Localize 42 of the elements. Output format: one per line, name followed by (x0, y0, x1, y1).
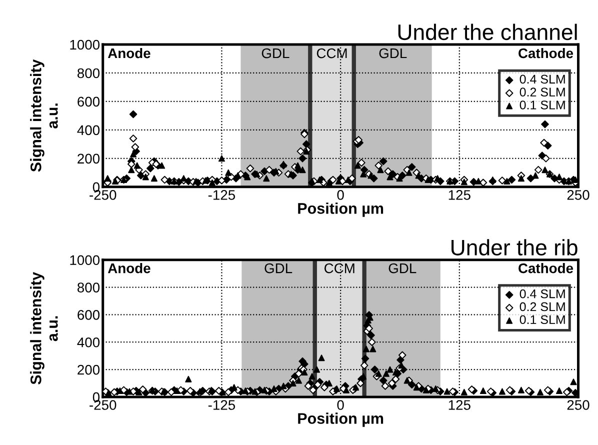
annotation: Cathode (518, 48, 574, 58)
band-label: CCM (324, 263, 354, 274)
legend-label: 0.4 SLM (520, 289, 565, 298)
x-axis-title: Position µm (298, 202, 384, 217)
band-label: GDL (262, 48, 290, 58)
x-tick-label: 125 (448, 190, 470, 200)
y-tick-label: 200 (78, 364, 100, 375)
x-tick-label: -250 (90, 400, 116, 410)
x-axis-title: Position µm (298, 412, 384, 427)
y-tick-label: 1000 (70, 40, 100, 50)
y-tick-label: 400 (77, 125, 100, 136)
band-label: GDL (379, 48, 407, 58)
x-tick-label: -125 (208, 190, 236, 200)
annotation: Cathode (518, 263, 574, 274)
y-tick-label: 600 (78, 310, 100, 320)
x-tick-label: 125 (448, 400, 470, 410)
annotation: Anode (108, 48, 150, 58)
x-tick-label: 250 (567, 190, 590, 200)
legend-label: 0.2 SLM (520, 88, 565, 97)
chart-title: Under the channel (398, 24, 577, 40)
band-label: CCM (316, 48, 347, 58)
band-label: GDL (264, 263, 292, 274)
legend-label: 0.1 SLM (520, 315, 565, 324)
annotation: Anode (108, 263, 150, 274)
y-tick-label: 200 (78, 154, 100, 164)
band-label: GDL (388, 263, 416, 274)
y-axis-title: Signal intensity a.u. (30, 272, 58, 384)
y-tick-label: 800 (78, 282, 100, 292)
legend-label: 0.1 SLM (520, 100, 565, 110)
x-tick-label: -125 (208, 400, 236, 410)
x-tick-label: 250 (567, 400, 590, 410)
x-tick-label: 0 (337, 190, 344, 200)
legend-label: 0.4 SLM (520, 74, 565, 84)
x-tick-label: -250 (90, 190, 116, 200)
y-tick-label: 800 (78, 68, 100, 78)
y-tick-label: 600 (78, 96, 100, 107)
y-tick-label: 1000 (70, 255, 100, 266)
legend-label: 0.2 SLM (520, 302, 565, 312)
x-tick-label: 0 (337, 400, 344, 410)
y-axis-title: Signal intensity a.u. (30, 59, 58, 172)
chart-title: Under the rib (452, 239, 578, 256)
y-tick-label: 400 (77, 337, 100, 348)
